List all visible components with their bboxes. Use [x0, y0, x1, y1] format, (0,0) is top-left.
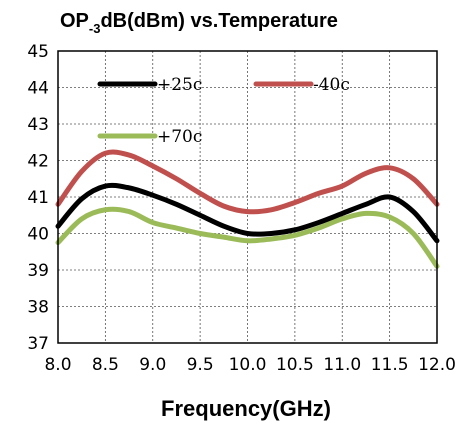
plot-area	[57, 50, 438, 344]
x-tick-label: 8.0	[44, 355, 71, 375]
x-tick-label: 11.5	[371, 355, 409, 375]
series-line-70c	[55, 206, 440, 269]
x-tick-label: 9.0	[139, 355, 166, 375]
x-tick-label: 8.5	[92, 355, 119, 375]
y-tick-label: 45	[27, 42, 49, 62]
legend-label: +70c	[157, 127, 202, 147]
legend-label: -40c	[313, 75, 350, 95]
series-layer	[55, 149, 440, 269]
y-tick-label: 41	[27, 188, 49, 208]
title-rest: dB(dBm) vs.Temperature	[100, 10, 337, 32]
y-tick-label: 39	[27, 261, 49, 281]
x-tick-label: 9.5	[187, 355, 214, 375]
x-tick-label: 10.5	[276, 355, 314, 375]
legend: +25c -40c +70c	[97, 75, 350, 147]
y-tick-label: 42	[27, 152, 49, 172]
chart-title: OP-3dB(dBm) vs.Temperature	[60, 10, 338, 36]
title-main: OP	[60, 10, 89, 32]
title-subscript: -3	[89, 21, 101, 36]
x-tick-label: 11.0	[323, 355, 361, 375]
series-line-25c	[55, 182, 440, 244]
x-tick-label: 10.0	[229, 355, 267, 375]
legend-label: +25c	[157, 75, 202, 95]
y-tick-label: 37	[27, 334, 49, 354]
series-line-40c	[55, 149, 440, 215]
y-tick-label: 38	[27, 298, 49, 318]
y-tick-label: 44	[27, 79, 49, 99]
x-axis-label: Frequency(GHz)	[161, 396, 331, 421]
x-tick-label: 12.0	[418, 355, 456, 375]
y-tick-label: 43	[27, 115, 49, 135]
x-axis-ticks: 8.0 8.5 9.0 9.5 10.0 10.5 11.0 11.5 12.0	[44, 355, 455, 375]
y-tick-label: 40	[27, 225, 49, 245]
y-axis-ticks: 37 38 39 40 41 42 43 44 45	[27, 42, 49, 354]
